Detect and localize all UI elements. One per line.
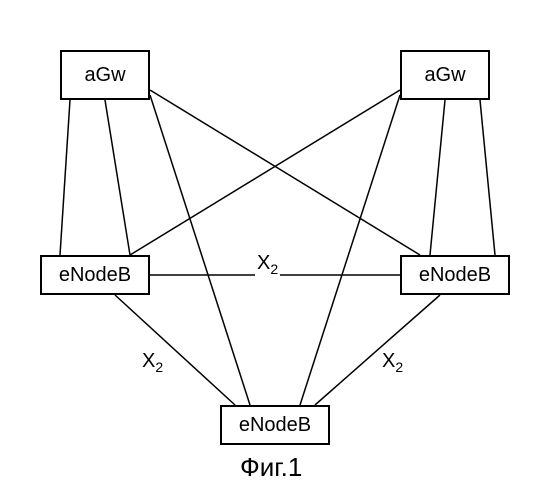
node-enb_right: eNodeB xyxy=(400,255,510,295)
node-label-enb_right: eNodeB xyxy=(419,264,491,287)
diagram-canvas: aGwaGweNodeBeNodeBeNodeBX2X2X2Фиг.1 xyxy=(0,0,551,500)
edge-label-text-0: X xyxy=(257,252,270,274)
node-agw_right: aGw xyxy=(400,50,490,100)
edge-9 xyxy=(115,295,235,405)
edge-6 xyxy=(130,90,400,255)
edge-4 xyxy=(480,100,495,255)
edge-10 xyxy=(315,295,440,405)
node-enb_bottom: eNodeB xyxy=(220,405,330,445)
edge-label-sub-2: 2 xyxy=(395,359,403,375)
edge-5 xyxy=(430,100,445,255)
edge-0 xyxy=(60,100,70,255)
edge-label-text-2: X xyxy=(382,350,395,372)
edge-label-1: X2 xyxy=(140,350,165,375)
figure-caption: Фиг.1 xyxy=(240,452,302,483)
edge-label-text-1: X xyxy=(142,350,155,372)
edge-label-0: X2 xyxy=(255,252,280,277)
edge-1 xyxy=(105,100,130,255)
edge-label-2: X2 xyxy=(380,350,405,375)
edge-label-sub-1: 2 xyxy=(155,359,163,375)
node-label-enb_left: eNodeB xyxy=(59,264,131,287)
node-label-enb_bottom: eNodeB xyxy=(239,414,311,437)
node-label-agw_left: aGw xyxy=(84,64,125,87)
node-agw_left: aGw xyxy=(60,50,150,100)
edge-label-sub-0: 2 xyxy=(270,261,278,277)
node-enb_left: eNodeB xyxy=(40,255,150,295)
edge-2 xyxy=(150,90,420,255)
node-label-agw_right: aGw xyxy=(424,64,465,87)
